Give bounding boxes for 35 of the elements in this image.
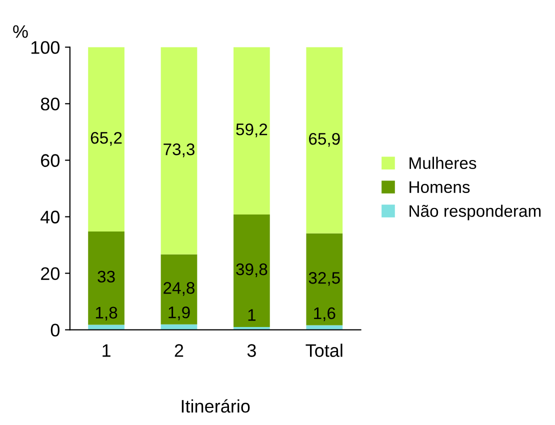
data-label: 73,3 (164, 143, 194, 158)
data-label: 65,2 (90, 132, 122, 146)
y-tick-label: 80 (40, 98, 60, 110)
y-tick-label: 20 (41, 267, 60, 280)
data-label: 1,8 (96, 306, 118, 321)
bar (306, 47, 343, 234)
data-label: 24,8 (164, 282, 194, 296)
bar (234, 47, 270, 214)
legend-label: Mulheres (410, 156, 476, 170)
x-tick-label: Total (306, 344, 342, 357)
y-tick-label: 0 (50, 324, 60, 337)
bar (88, 47, 124, 232)
legend-label: Homens (410, 181, 470, 194)
bar (234, 214, 270, 327)
bar (306, 233, 343, 326)
data-label: 39,8 (236, 263, 268, 278)
data-label: 33 (98, 270, 115, 283)
data-label: 1,9 (168, 306, 190, 320)
x-tick-label: 1 (102, 344, 110, 357)
bar (160, 47, 198, 254)
legend-label: Não responderam (410, 204, 541, 220)
data-label: 59,2 (236, 124, 268, 138)
data-label: 65,9 (309, 132, 340, 147)
y-axis-title: % (13, 25, 28, 38)
x-tick-label: 3 (247, 344, 256, 357)
y-tick-label: 60 (41, 154, 60, 167)
data-label: 1 (248, 309, 256, 321)
y-tick-label: 40 (40, 210, 60, 224)
bar (88, 231, 124, 325)
data-label: 32,5 (308, 272, 340, 286)
x-tick-label: 2 (174, 344, 184, 357)
bar (160, 254, 198, 324)
y-tick-label: 100 (31, 41, 60, 54)
data-label: 1,6 (314, 307, 336, 322)
x-axis-title: Itinerário (182, 399, 250, 413)
